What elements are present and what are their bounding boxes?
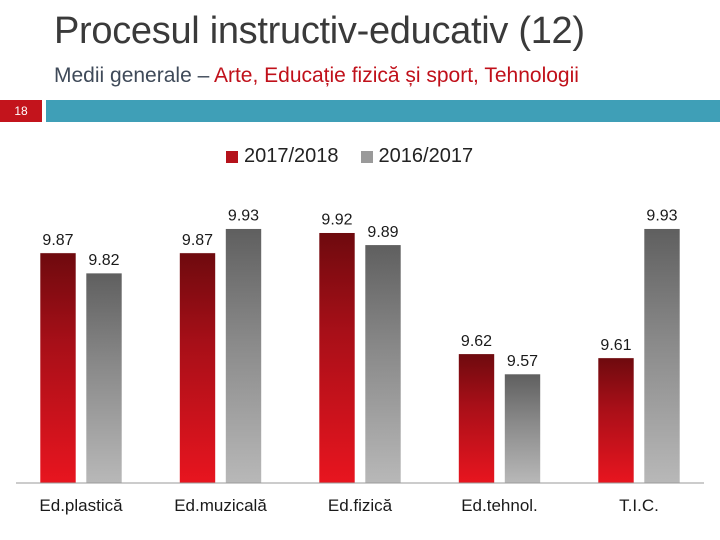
subtitle-lead: Medii generale – bbox=[54, 64, 214, 87]
bar-2017-1 bbox=[179, 252, 216, 484]
value-label-2017-4: 9.61 bbox=[600, 337, 631, 354]
category-label-4: T.I.C. bbox=[619, 496, 659, 515]
slide-number: 18 bbox=[0, 100, 42, 122]
category-label-2: Ed.fizică bbox=[328, 496, 393, 515]
bar-2017-4 bbox=[597, 357, 635, 484]
value-label-2016-2: 9.89 bbox=[367, 224, 398, 241]
bar-2017-2 bbox=[318, 232, 356, 484]
bar-2016-3 bbox=[504, 373, 541, 484]
legend-item-2017: 2017/2018 bbox=[226, 145, 339, 168]
value-label-2017-1: 9.87 bbox=[182, 232, 213, 249]
slide-title: Procesul instructiv-educativ (12) bbox=[54, 10, 585, 52]
labels-group: 9.87 9.82 Ed.plastică 9.87 9.93 Ed.muzicală 9.… bbox=[39, 208, 677, 515]
bar-2017-3 bbox=[458, 353, 495, 484]
bars-group bbox=[39, 228, 681, 484]
value-label-2016-3: 9.57 bbox=[507, 353, 538, 370]
value-label-2016-0: 9.82 bbox=[88, 252, 119, 269]
category-label-0: Ed.plastică bbox=[39, 496, 123, 515]
bar-2016-1 bbox=[225, 228, 262, 484]
value-label-2017-3: 9.62 bbox=[461, 333, 492, 350]
legend-item-2016: 2016/2017 bbox=[360, 145, 474, 168]
bar-2016-4 bbox=[643, 228, 681, 484]
value-label-2016-1: 9.93 bbox=[228, 208, 259, 225]
chart-legend: 2017/2018 2016/2017 bbox=[226, 145, 473, 168]
legend-swatch-2016 bbox=[360, 150, 373, 163]
value-label-2016-4: 9.93 bbox=[646, 208, 677, 225]
legend-swatch-2017 bbox=[226, 150, 238, 163]
bar-2016-0 bbox=[85, 272, 123, 484]
value-label-2017-2: 9.92 bbox=[321, 212, 352, 229]
legend-label-2016: 2016/2017 bbox=[378, 145, 474, 167]
category-label-1: Ed.muzicală bbox=[174, 496, 267, 515]
bar-2016-2 bbox=[364, 244, 402, 484]
bar-2017-0 bbox=[39, 252, 77, 484]
legend-label-2017: 2017/2018 bbox=[244, 145, 339, 167]
category-label-3: Ed.tehnol. bbox=[461, 496, 538, 515]
value-label-2017-0: 9.87 bbox=[42, 232, 73, 249]
subtitle-highlight: Arte, Educație fizică și sport, Tehnolog… bbox=[213, 64, 579, 87]
header-strip bbox=[46, 100, 720, 122]
slide-subtitle: Medii generale – Arte, Educație fizică ș… bbox=[54, 64, 579, 88]
